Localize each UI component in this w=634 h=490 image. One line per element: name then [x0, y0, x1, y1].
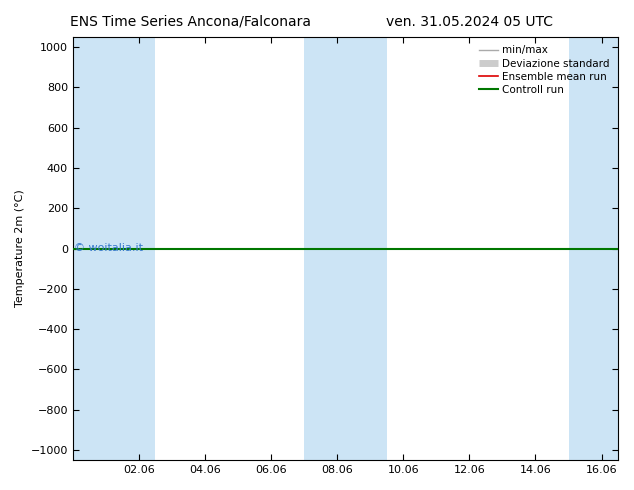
- Text: © woitalia.it: © woitalia.it: [74, 243, 143, 252]
- Bar: [569, 37, 618, 460]
- Text: ENS Time Series Ancona/Falconara: ENS Time Series Ancona/Falconara: [70, 15, 311, 29]
- Legend: min/max, Deviazione standard, Ensemble mean run, Controll run: min/max, Deviazione standard, Ensemble m…: [476, 42, 613, 98]
- Text: ven. 31.05.2024 05 UTC: ven. 31.05.2024 05 UTC: [385, 15, 553, 29]
- Y-axis label: Temperature 2m (°C): Temperature 2m (°C): [15, 190, 25, 307]
- Bar: [304, 37, 387, 460]
- Bar: [73, 37, 155, 460]
